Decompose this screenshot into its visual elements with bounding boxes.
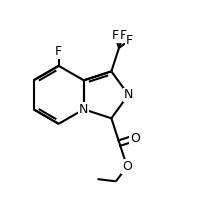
Text: O: O xyxy=(122,160,132,173)
Text: N: N xyxy=(124,88,133,101)
Text: F: F xyxy=(119,29,127,43)
Text: F: F xyxy=(55,45,62,58)
Text: N: N xyxy=(79,103,89,116)
Text: O: O xyxy=(130,131,140,145)
Text: F: F xyxy=(125,34,133,47)
Text: F: F xyxy=(112,29,119,42)
